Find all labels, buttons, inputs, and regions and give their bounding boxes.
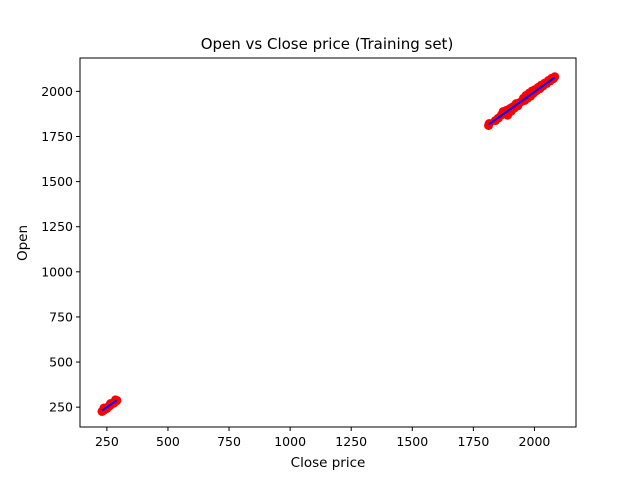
x-axis-label: Close price bbox=[291, 455, 366, 471]
y-axis-label: Open bbox=[15, 225, 31, 261]
x-tick-label: 500 bbox=[156, 434, 180, 449]
x-tick-label: 2000 bbox=[519, 434, 551, 449]
x-tick-label: 750 bbox=[217, 434, 241, 449]
x-tick-label: 250 bbox=[95, 434, 119, 449]
x-tick-label: 1000 bbox=[274, 434, 306, 449]
x-tick-label: 1750 bbox=[457, 434, 489, 449]
plot-area: 250 500 750 1000 1250 1500 1750 2000 250 500 750 10… bbox=[41, 57, 577, 449]
plot-frame bbox=[79, 57, 577, 428]
y-tick-label: 2000 bbox=[41, 84, 73, 99]
y-tick-label: 1500 bbox=[41, 174, 73, 189]
x-tick-label: 1500 bbox=[396, 434, 428, 449]
y-tick-label: 500 bbox=[49, 355, 73, 370]
chart-title: Open vs Close price (Training set) bbox=[201, 35, 454, 53]
regression-line bbox=[487, 76, 556, 126]
y-tick-label: 250 bbox=[49, 400, 73, 415]
x-tick-label: 1250 bbox=[335, 434, 367, 449]
regression-line bbox=[101, 399, 118, 412]
y-tick-label: 1250 bbox=[41, 219, 73, 234]
y-tick-label: 1750 bbox=[41, 129, 73, 144]
y-tick-label: 750 bbox=[49, 309, 73, 324]
y-tick-label: 1000 bbox=[41, 264, 73, 279]
